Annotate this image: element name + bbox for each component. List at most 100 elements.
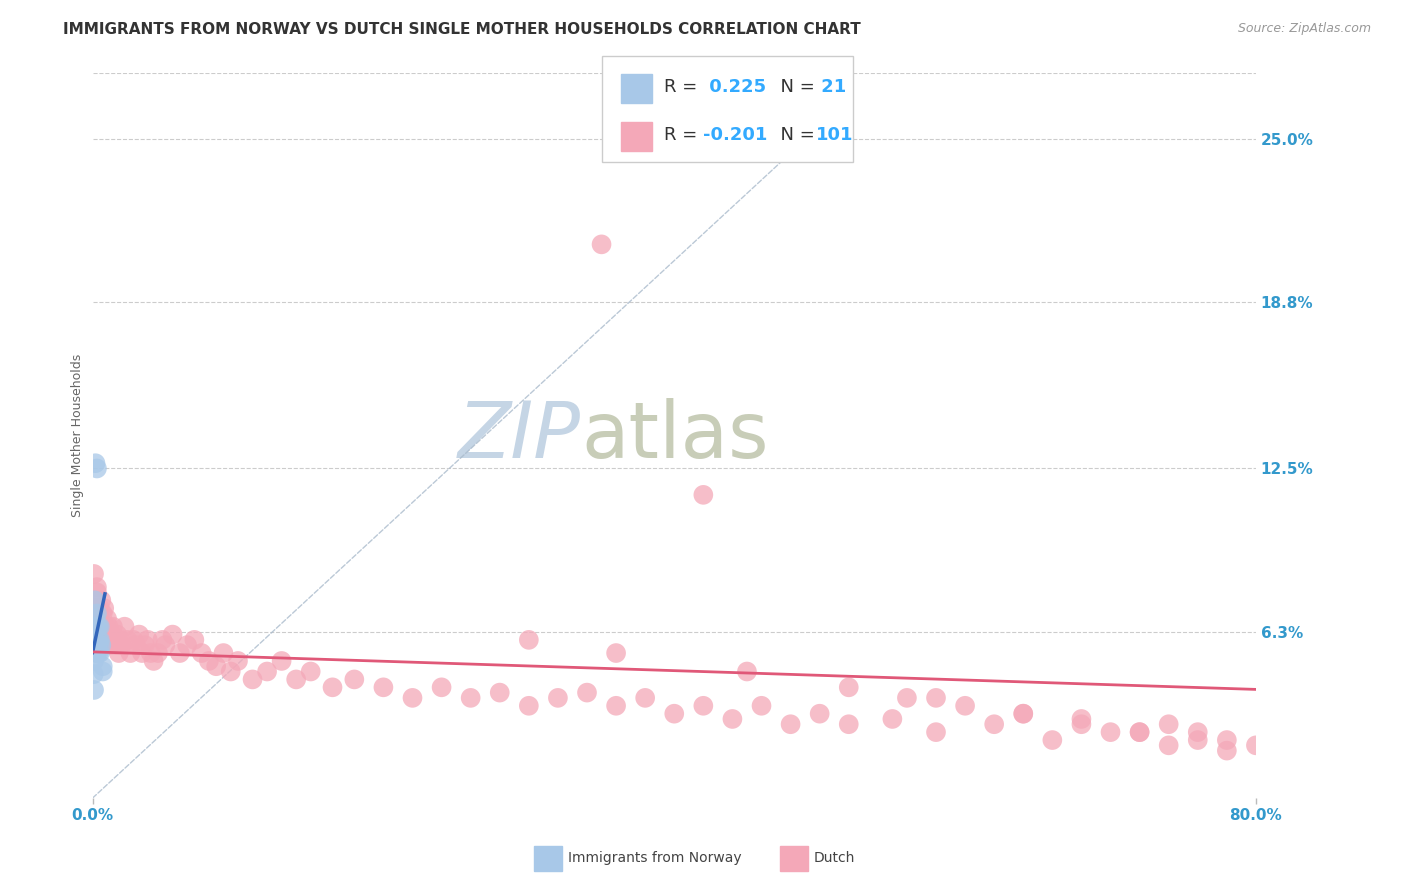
- Text: IMMIGRANTS FROM NORWAY VS DUTCH SINGLE MOTHER HOUSEHOLDS CORRELATION CHART: IMMIGRANTS FROM NORWAY VS DUTCH SINGLE M…: [63, 22, 860, 37]
- Point: [1040, 733, 1063, 747]
- Point: [343, 673, 366, 687]
- Point: [779, 717, 801, 731]
- Point: [751, 698, 773, 713]
- Text: Dutch: Dutch: [814, 851, 855, 865]
- Point: [1157, 739, 1180, 753]
- Point: [131, 646, 153, 660]
- Point: [103, 632, 125, 647]
- Text: 0.225: 0.225: [703, 78, 766, 95]
- Point: [91, 665, 114, 679]
- Point: [83, 593, 105, 607]
- Point: [1070, 712, 1092, 726]
- Point: [91, 607, 114, 621]
- Point: [953, 698, 976, 713]
- Text: ZIP: ZIP: [458, 398, 581, 474]
- Point: [91, 659, 114, 673]
- Point: [162, 627, 184, 641]
- Point: [575, 685, 598, 699]
- Point: [517, 632, 540, 647]
- Point: [86, 585, 108, 599]
- Point: [150, 632, 173, 647]
- Point: [1129, 725, 1152, 739]
- Text: 101: 101: [815, 126, 853, 144]
- Text: 21: 21: [815, 78, 846, 95]
- Point: [692, 488, 714, 502]
- Point: [146, 646, 169, 660]
- Point: [983, 717, 1005, 731]
- Point: [84, 612, 107, 626]
- Point: [373, 681, 395, 695]
- Text: R =: R =: [664, 126, 703, 144]
- Point: [87, 620, 110, 634]
- Point: [89, 620, 111, 634]
- Point: [190, 646, 212, 660]
- Point: [1216, 733, 1239, 747]
- Point: [605, 646, 627, 660]
- Text: atlas: atlas: [581, 398, 769, 474]
- Point: [111, 638, 134, 652]
- Point: [925, 725, 948, 739]
- Point: [155, 638, 177, 652]
- Point: [97, 620, 120, 634]
- Point: [838, 717, 860, 731]
- Point: [591, 237, 613, 252]
- Point: [96, 632, 118, 647]
- Point: [84, 620, 107, 634]
- Point: [128, 627, 150, 641]
- Point: [93, 601, 115, 615]
- Point: [198, 654, 221, 668]
- Point: [101, 620, 124, 634]
- Point: [83, 654, 105, 668]
- Point: [547, 690, 569, 705]
- Point: [84, 601, 107, 615]
- Point: [96, 612, 118, 626]
- Point: [86, 646, 108, 660]
- Point: [86, 638, 108, 652]
- Point: [1187, 733, 1209, 747]
- Point: [107, 646, 129, 660]
- Point: [83, 682, 105, 697]
- Point: [83, 566, 105, 581]
- Point: [285, 673, 308, 687]
- Point: [664, 706, 686, 721]
- Point: [242, 673, 264, 687]
- Point: [1012, 706, 1035, 721]
- Point: [1129, 725, 1152, 739]
- Point: [460, 690, 482, 705]
- Point: [94, 620, 117, 634]
- Point: [176, 638, 198, 652]
- Point: [169, 646, 191, 660]
- Point: [838, 681, 860, 695]
- Point: [692, 698, 714, 713]
- Point: [84, 612, 107, 626]
- Point: [212, 646, 235, 660]
- Point: [270, 654, 292, 668]
- Point: [136, 632, 159, 647]
- Point: [86, 461, 108, 475]
- Point: [105, 627, 128, 641]
- Text: R =: R =: [664, 78, 703, 95]
- Point: [117, 632, 139, 647]
- Point: [882, 712, 904, 726]
- Point: [89, 632, 111, 647]
- Point: [226, 654, 249, 668]
- Text: N =: N =: [769, 126, 821, 144]
- Point: [142, 654, 165, 668]
- Point: [1099, 725, 1122, 739]
- Point: [1157, 717, 1180, 731]
- Point: [89, 601, 111, 615]
- Point: [84, 646, 107, 660]
- Point: [1216, 743, 1239, 757]
- Point: [299, 665, 322, 679]
- Point: [219, 665, 242, 679]
- Point: [735, 665, 758, 679]
- Text: Immigrants from Norway: Immigrants from Norway: [568, 851, 741, 865]
- Point: [1070, 717, 1092, 731]
- Point: [83, 667, 105, 681]
- Point: [83, 593, 105, 607]
- Point: [139, 646, 162, 660]
- Y-axis label: Single Mother Households: Single Mother Households: [72, 354, 84, 517]
- Point: [517, 698, 540, 713]
- Point: [183, 632, 205, 647]
- Point: [205, 659, 228, 673]
